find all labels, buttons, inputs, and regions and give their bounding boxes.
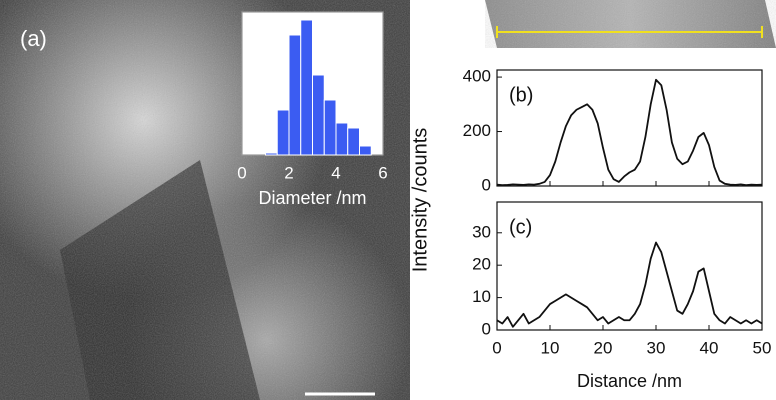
x-tick-label: 0 [237, 163, 246, 182]
x-axis-label: Diameter /nm [258, 188, 366, 208]
histogram-bar [288, 34, 302, 156]
histogram-bar [312, 74, 325, 156]
y-tick-label: 0 [482, 319, 491, 338]
plot-frame [496, 69, 763, 187]
panel-label: (b) [509, 84, 533, 106]
profile-line [496, 78, 763, 187]
y-tick-label: 200 [463, 121, 491, 140]
x-tick-label: 2 [284, 163, 293, 182]
histogram-bar [265, 152, 278, 156]
histogram-bar [359, 145, 372, 156]
x-tick-label: 50 [753, 338, 772, 357]
y-axis-label: Intensity /counts [409, 128, 431, 273]
histogram-bar [347, 127, 360, 156]
profile-image [485, 0, 776, 48]
x-tick-label: 40 [700, 338, 719, 357]
plot-frame [496, 201, 763, 331]
x-tick-label: 10 [541, 338, 560, 357]
x-tick-label: 0 [492, 338, 501, 357]
histogram-bar [276, 109, 290, 156]
x-tick-label: 30 [647, 338, 666, 357]
x-tick-label: 4 [331, 163, 340, 182]
x-tick-label: 20 [594, 338, 613, 357]
histogram-bar [323, 99, 337, 156]
y-tick-label: 30 [472, 222, 491, 241]
panel-label: (c) [509, 216, 532, 238]
profile-line [496, 241, 763, 328]
histogram-bar [300, 19, 313, 156]
histogram-bar [335, 122, 349, 156]
y-tick-label: 400 [463, 67, 491, 86]
y-tick-label: 20 [472, 255, 491, 274]
panel-label: (a) [20, 26, 47, 51]
y-tick-label: 0 [482, 175, 491, 194]
x-axis-label: Distance /nm [577, 371, 682, 391]
y-tick-label: 10 [472, 287, 491, 306]
x-tick-label: 6 [378, 163, 387, 182]
